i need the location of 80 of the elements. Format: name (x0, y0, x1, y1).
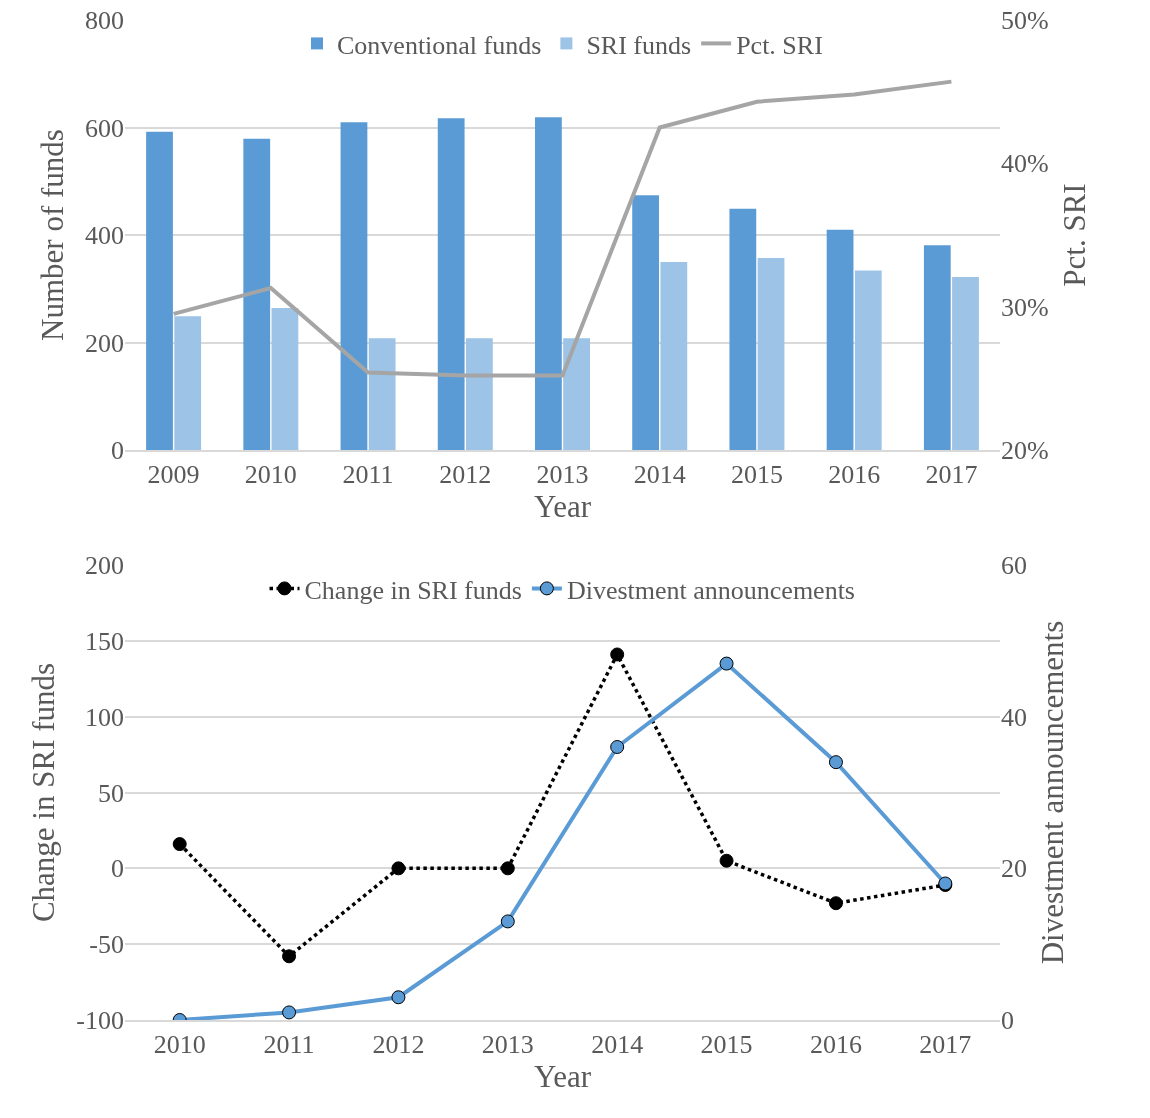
y-tick-label: 200 (85, 551, 124, 581)
y2-tick-label: 20% (1001, 436, 1049, 466)
bar (535, 117, 562, 450)
line-series (171, 79, 954, 378)
point (172, 837, 187, 852)
y-tick-label: 50 (98, 778, 124, 808)
x-tick-label: 2013 (536, 459, 589, 489)
x-tick-label: 2013 (481, 1029, 534, 1059)
bar (729, 208, 757, 450)
y-tick-label: -100 (76, 1006, 124, 1036)
y2-tick-label: 60 (1001, 551, 1027, 581)
x-tick-label: 2012 (372, 1029, 425, 1059)
point (610, 740, 625, 754)
x-tick-label: 2017 (919, 1029, 972, 1059)
y2-tick-label: 0 (1001, 1006, 1014, 1036)
x-tick-label: 2017 (925, 459, 978, 489)
y-tick-label: 0 (111, 854, 124, 884)
point (828, 755, 843, 770)
legend-label: Pct. SRI (736, 30, 823, 60)
x-tick-label: 2011 (342, 459, 394, 489)
bar (826, 229, 854, 450)
bar (271, 308, 299, 450)
bar (923, 245, 951, 450)
bar (437, 118, 465, 450)
x-tick-label: 2014 (633, 459, 686, 489)
bar (952, 276, 979, 450)
bar (465, 338, 493, 450)
bar (368, 338, 396, 450)
y-tick-label: 800 (85, 6, 124, 36)
bar (660, 261, 688, 450)
point (828, 896, 843, 911)
y-tick-label: -50 (89, 930, 124, 960)
bar (340, 122, 368, 450)
y-tick-label: 150 (85, 626, 124, 656)
y2-tick-label: 20 (1001, 854, 1027, 884)
x-tick-label: 2016 (828, 459, 881, 489)
x-tick-label: 2011 (263, 1029, 315, 1059)
y-tick-label: 100 (85, 702, 124, 732)
bar (146, 131, 173, 450)
y2-axis-title: Divestment announcements (1035, 620, 1071, 965)
x-tick-label: 2009 (147, 459, 200, 489)
x-tick-label: 2016 (809, 1029, 862, 1059)
y-axis-title: Number of funds (34, 129, 70, 341)
x-tick-label: 2010 (153, 1029, 206, 1059)
y2-tick-label: 40 (1001, 702, 1027, 732)
legend-label: SRI funds (586, 30, 692, 60)
y2-tick-label: 30% (1001, 292, 1049, 322)
point (719, 656, 734, 671)
point (282, 1005, 297, 1020)
x-tick-label: 2015 (730, 459, 783, 489)
x-tick-label: 2014 (591, 1029, 644, 1059)
point (500, 861, 515, 876)
bar (632, 195, 660, 450)
point (610, 647, 625, 662)
x-axis-title: Year (533, 488, 592, 524)
y-tick-label: 600 (85, 113, 124, 143)
bar (563, 338, 590, 450)
x-tick-label: 2015 (700, 1029, 753, 1059)
y2-axis-title: Pct. SRI (1056, 183, 1092, 287)
y2-tick-label: 50% (1001, 6, 1049, 36)
x-axis-title: Year (533, 1058, 592, 1094)
bar (243, 138, 271, 450)
point (391, 861, 406, 876)
x-tick-label: 2012 (439, 459, 492, 489)
bar (174, 316, 202, 450)
point (391, 990, 406, 1005)
y-tick-label: 400 (85, 221, 124, 251)
y-tick-label: 0 (111, 436, 124, 466)
legend-label: Divestment announcements (566, 575, 855, 605)
point (500, 914, 515, 929)
legend-label: Change in SRI funds (304, 575, 522, 605)
x-tick-label: 2010 (244, 459, 297, 489)
point (282, 949, 297, 964)
y-axis-title: Change in SRI funds (25, 662, 61, 923)
point (719, 853, 734, 868)
bar (757, 258, 785, 450)
legend-label: Conventional funds (337, 30, 542, 60)
y2-tick-label: 40% (1001, 149, 1049, 179)
bar (854, 270, 882, 450)
y-tick-label: 200 (85, 328, 124, 358)
